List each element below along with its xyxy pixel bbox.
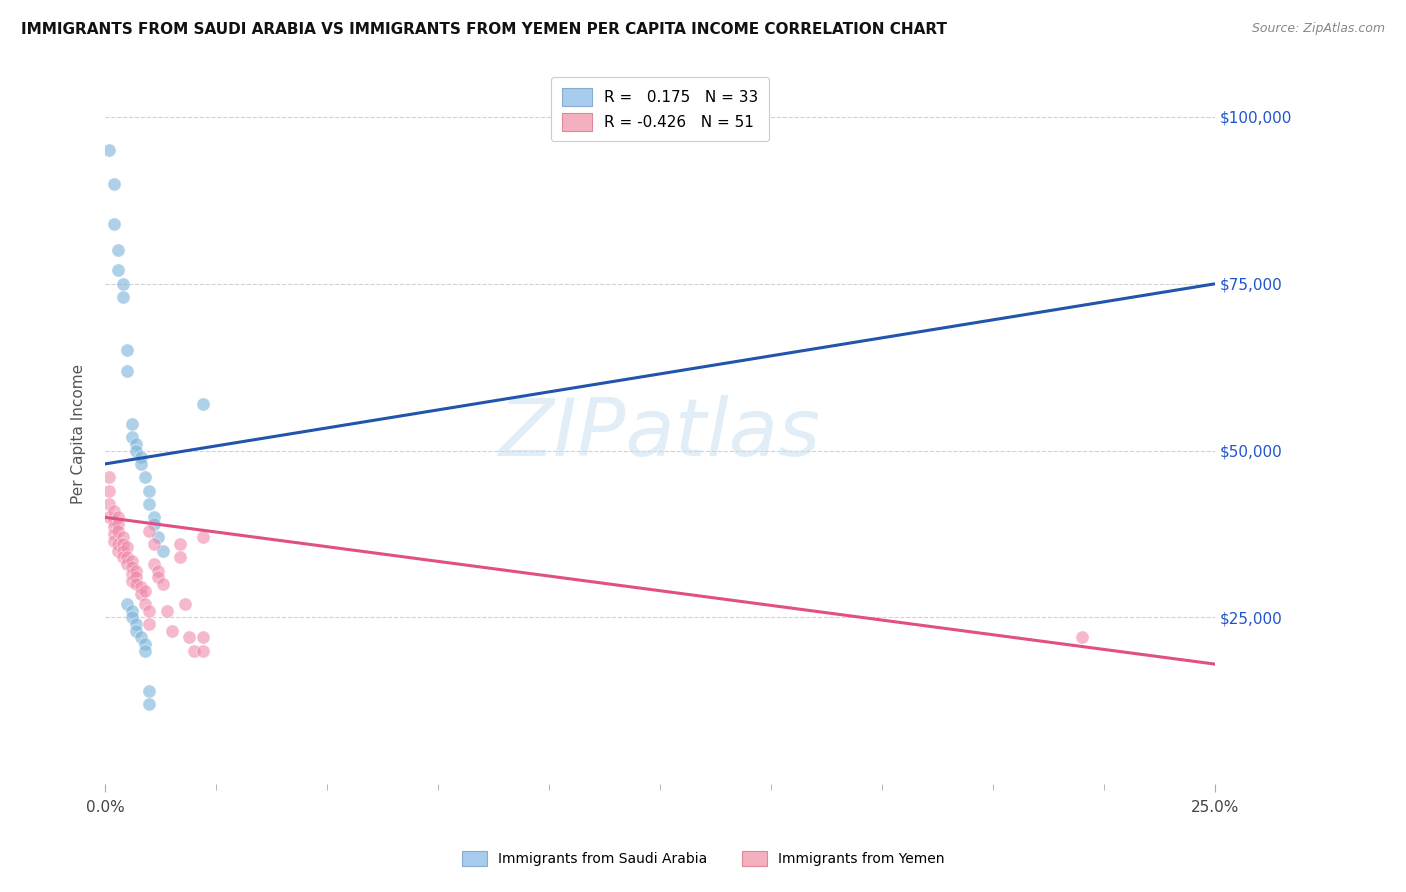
Point: [179, 631, 201, 645]
Point: [142, 510, 165, 524]
Point: [107, 516, 129, 531]
Point: [107, 263, 129, 277]
Point: [103, 533, 125, 548]
Point: [103, 527, 125, 541]
Point: [129, 457, 152, 471]
Text: Source: ZipAtlas.com: Source: ZipAtlas.com: [1251, 22, 1385, 36]
Point: [191, 644, 214, 658]
Point: [138, 683, 160, 698]
Point: [103, 503, 125, 517]
Point: [98, 483, 121, 498]
Point: [138, 697, 160, 711]
Legend: Immigrants from Saudi Arabia, Immigrants from Yemen: Immigrants from Saudi Arabia, Immigrants…: [456, 846, 950, 871]
Point: [125, 564, 148, 578]
Point: [160, 624, 183, 638]
Point: [111, 530, 134, 544]
Point: [103, 177, 125, 191]
Point: [191, 397, 214, 411]
Point: [98, 510, 121, 524]
Point: [125, 443, 148, 458]
Y-axis label: Per Capita Income: Per Capita Income: [72, 364, 86, 504]
Point: [169, 537, 191, 551]
Point: [107, 510, 129, 524]
Point: [111, 543, 134, 558]
Point: [107, 524, 129, 538]
Point: [121, 554, 143, 568]
Point: [148, 564, 170, 578]
Point: [107, 543, 129, 558]
Point: [125, 437, 148, 451]
Legend: R =   0.175   N = 33, R = -0.426   N = 51: R = 0.175 N = 33, R = -0.426 N = 51: [551, 78, 769, 142]
Point: [148, 570, 170, 584]
Point: [115, 550, 138, 565]
Point: [138, 617, 160, 632]
Point: [169, 550, 191, 565]
Point: [103, 217, 125, 231]
Point: [152, 543, 174, 558]
Point: [115, 557, 138, 571]
Point: [148, 530, 170, 544]
Point: [121, 604, 143, 618]
Point: [138, 483, 160, 498]
Point: [174, 597, 197, 611]
Point: [111, 537, 134, 551]
Point: [103, 520, 125, 534]
Point: [191, 530, 214, 544]
Point: [121, 567, 143, 582]
Point: [111, 550, 134, 565]
Point: [138, 604, 160, 618]
Point: [98, 497, 121, 511]
Point: [156, 604, 179, 618]
Point: [121, 574, 143, 588]
Point: [121, 560, 143, 574]
Point: [134, 637, 156, 651]
Point: [115, 597, 138, 611]
Point: [129, 581, 152, 595]
Point: [103, 514, 125, 528]
Point: [98, 470, 121, 484]
Point: [142, 516, 165, 531]
Point: [125, 624, 148, 638]
Point: [138, 524, 160, 538]
Point: [142, 557, 165, 571]
Point: [129, 587, 152, 601]
Point: [111, 290, 134, 304]
Point: [107, 244, 129, 258]
Point: [129, 631, 152, 645]
Point: [98, 143, 121, 157]
Point: [134, 470, 156, 484]
Point: [191, 631, 214, 645]
Point: [142, 537, 165, 551]
Point: [129, 450, 152, 465]
Point: [134, 644, 156, 658]
Point: [134, 597, 156, 611]
Point: [121, 610, 143, 624]
Point: [134, 583, 156, 598]
Point: [1071, 631, 1094, 645]
Point: [125, 577, 148, 591]
Point: [115, 363, 138, 377]
Point: [183, 644, 205, 658]
Point: [125, 617, 148, 632]
Point: [111, 277, 134, 291]
Point: [125, 570, 148, 584]
Point: [138, 497, 160, 511]
Point: [115, 343, 138, 358]
Text: ZIPatlas: ZIPatlas: [499, 395, 821, 473]
Point: [107, 537, 129, 551]
Point: [152, 577, 174, 591]
Point: [115, 541, 138, 555]
Text: IMMIGRANTS FROM SAUDI ARABIA VS IMMIGRANTS FROM YEMEN PER CAPITA INCOME CORRELAT: IMMIGRANTS FROM SAUDI ARABIA VS IMMIGRAN…: [21, 22, 948, 37]
Point: [121, 417, 143, 431]
Point: [121, 430, 143, 444]
